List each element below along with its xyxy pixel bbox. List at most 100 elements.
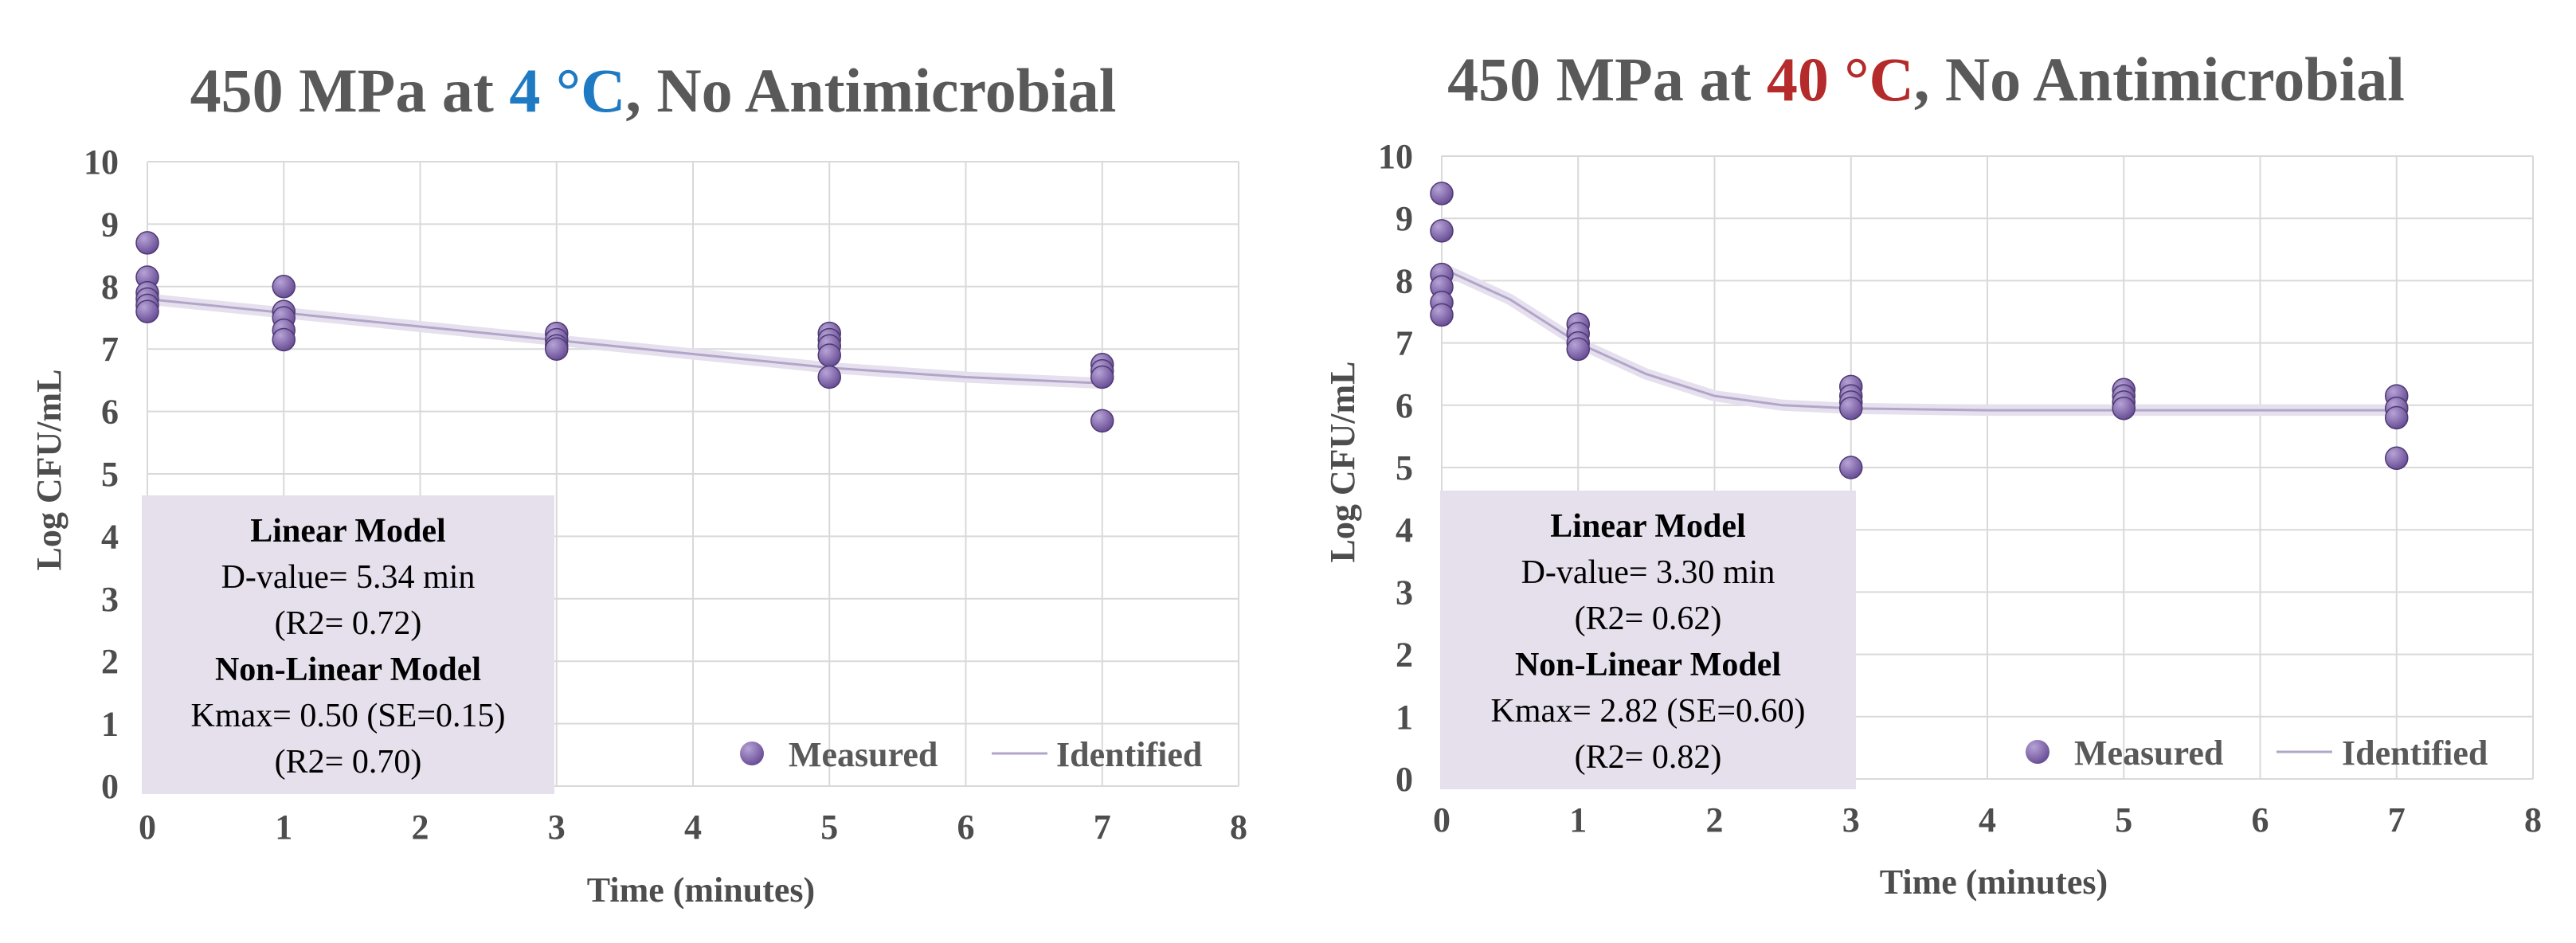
identified-line-series (1439, 263, 2397, 417)
measured-point-series (1430, 182, 2409, 479)
identified-line-series (147, 293, 1103, 389)
measured-point (2385, 446, 2409, 471)
annotation-line: (R2= 0.70) (275, 744, 422, 781)
measured-point (135, 231, 159, 255)
legend-measured-label: Measured (2074, 734, 2223, 773)
x-tick-label: 3 (1842, 800, 1860, 839)
model-annotation-box: Linear Model D-value= 3.30 min (R2= 0.62) N… (1440, 491, 1856, 789)
annotation-line: (R2= 0.82) (1575, 739, 1722, 776)
x-tick-label: 1 (1569, 800, 1587, 839)
x-tick-label: 1 (275, 808, 292, 847)
annotation-heading: Non-Linear Model (1515, 647, 1781, 683)
title-temperature: 4 °C (509, 56, 625, 125)
y-tick-label: 9 (101, 205, 119, 244)
y-tick-label: 9 (1396, 199, 1413, 238)
x-tick-label: 5 (820, 808, 838, 847)
y-tick-label: 8 (101, 268, 119, 307)
legend-measured-label: Measured (789, 735, 938, 774)
y-tick-label: 7 (1396, 324, 1413, 363)
title-prefix: 450 MPa at (1447, 45, 1767, 114)
x-tick-label: 7 (2388, 800, 2406, 839)
x-tick-label: 6 (2252, 800, 2269, 839)
y-tick-label: 6 (1396, 386, 1413, 425)
measured-point (135, 299, 159, 323)
legend-identified-label: Identified (1056, 735, 1202, 774)
measured-point (2112, 396, 2136, 421)
y-tick-label: 4 (101, 517, 119, 556)
annotation-line: (R2= 0.62) (1575, 601, 1722, 637)
y-tick-label: 2 (1396, 636, 1413, 675)
annotation-line: D-value= 3.30 min (1521, 554, 1775, 591)
x-tick-label: 5 (2115, 800, 2132, 839)
x-tick-label: 2 (412, 808, 429, 847)
y-tick-label: 4 (1396, 511, 1413, 550)
x-tick-label: 0 (139, 808, 156, 847)
x-tick-label: 8 (2524, 800, 2542, 839)
x-tick-label: 2 (1706, 800, 1724, 839)
chart-panel-4c: 450 MPa at 4 °C, No Antimicrobial 012345… (29, 56, 1247, 910)
y-axis-label: Log CFU/mL (29, 370, 69, 571)
chart-title: 450 MPa at 4 °C, No Antimicrobial (190, 56, 1117, 125)
annotation-heading: Linear Model (250, 513, 445, 550)
x-tick-label: 0 (1433, 800, 1450, 839)
y-tick-label: 3 (1396, 573, 1413, 612)
measured-point (2385, 405, 2409, 430)
y-tick-label: 10 (1378, 137, 1413, 176)
identified-line (1441, 267, 2397, 412)
y-tick-label: 10 (84, 143, 119, 182)
x-tick-labels: 0 1 2 3 4 5 6 7 8 (139, 808, 1247, 847)
identified-line (147, 298, 1102, 385)
annotation-heading: Non-Linear Model (215, 651, 481, 688)
annotation-line: Kmax= 2.82 (SE=0.60) (1490, 693, 1805, 730)
y-tick-labels: 0 1 2 3 4 5 6 7 8 9 10 (84, 143, 119, 806)
measured-point (1839, 456, 1863, 479)
annotation-background (1440, 491, 1856, 789)
model-annotation-box: Linear Model D-value= 5.34 min (R2= 0.72) N… (142, 495, 554, 794)
y-tick-label: 6 (101, 393, 119, 432)
y-tick-label: 0 (1396, 760, 1413, 799)
title-suffix: , No Antimicrobial (625, 56, 1116, 125)
legend: Measured Identified (740, 735, 1202, 774)
y-tick-label: 2 (101, 642, 119, 681)
y-tick-label: 1 (101, 705, 119, 744)
measured-point (1430, 182, 1454, 205)
measured-point (545, 337, 569, 361)
title-suffix: , No Antimicrobial (1914, 45, 2405, 114)
measured-point (1090, 365, 1114, 389)
y-axis-label: Log CFU/mL (1323, 362, 1362, 563)
legend-measured-marker (2026, 740, 2049, 764)
legend-measured-marker (740, 741, 764, 765)
y-tick-label: 5 (1396, 448, 1413, 487)
measured-point (272, 327, 296, 352)
measured-point-series (135, 231, 1114, 433)
x-tick-label: 3 (548, 808, 566, 847)
title-temperature: 40 °C (1767, 45, 1914, 114)
x-tick-label: 4 (1979, 800, 1996, 839)
y-tick-label: 5 (101, 455, 119, 494)
measured-point (272, 275, 296, 299)
measured-point (1090, 409, 1114, 433)
y-tick-label: 0 (101, 767, 119, 806)
measured-point (817, 365, 841, 389)
x-axis-label: Time (minutes) (1880, 863, 2108, 902)
x-tick-label: 4 (684, 808, 702, 847)
x-tick-label: 8 (1230, 808, 1247, 847)
annotation-background (142, 495, 554, 794)
measured-point (1839, 396, 1863, 421)
measured-point (1430, 303, 1454, 327)
y-tick-label: 7 (101, 330, 119, 369)
y-tick-label: 3 (101, 580, 119, 619)
x-tick-label: 6 (957, 808, 975, 847)
title-prefix: 450 MPa at (190, 56, 510, 125)
y-tick-label: 8 (1396, 261, 1413, 300)
annotation-line: Kmax= 0.50 (SE=0.15) (190, 698, 505, 734)
measured-point (817, 343, 841, 367)
legend-identified-label: Identified (2342, 734, 2488, 773)
chart-title: 450 MPa at 40 °C, No Antimicrobial (1447, 45, 2405, 114)
annotation-line: (R2= 0.72) (275, 605, 422, 642)
y-tick-labels: 0 1 2 3 4 5 6 7 8 9 10 (1378, 137, 1413, 799)
y-tick-label: 1 (1396, 698, 1413, 737)
measured-point (1566, 337, 1590, 362)
